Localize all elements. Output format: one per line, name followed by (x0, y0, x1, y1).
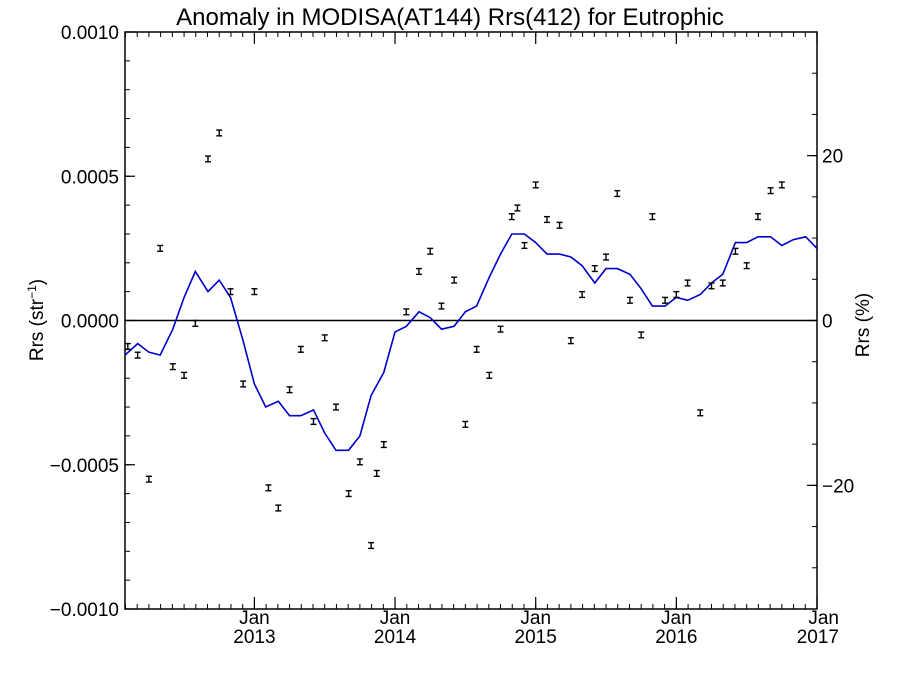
x-tick-year-4: 2017 (797, 627, 839, 648)
y-tick-label-left-0: 0.0010 (61, 23, 119, 44)
x-tick-year-1: 2014 (374, 627, 417, 648)
x-tick-month-4: Jan (808, 608, 839, 629)
mean-anomaly-line (124, 233, 818, 452)
x-tick-year-0: 2013 (233, 627, 275, 648)
x-tick-year-2: 2015 (515, 627, 557, 648)
y-tick-label-left-3: −0.0005 (50, 456, 119, 477)
x-tick-year-3: 2016 (655, 627, 697, 648)
x-tick-month-0: Jan (239, 608, 270, 629)
y-tick-label-right-1: 0 (822, 312, 833, 333)
x-tick-month-2: Jan (520, 608, 551, 629)
y-tick-label-right-2: −20 (822, 476, 854, 497)
y-tick-label-left-1: 0.0005 (61, 167, 119, 188)
x-tick-month-3: Jan (661, 608, 692, 629)
x-tick-month-1: Jan (380, 608, 411, 629)
y-tick-label-left-4: −0.0010 (50, 600, 119, 621)
chart-title: Anomaly in MODISA(AT144) Rrs(412) for Eu… (176, 4, 724, 31)
y-tick-label-left-2: 0.0000 (61, 312, 119, 333)
y-tick-label-right-0: 20 (822, 147, 843, 168)
